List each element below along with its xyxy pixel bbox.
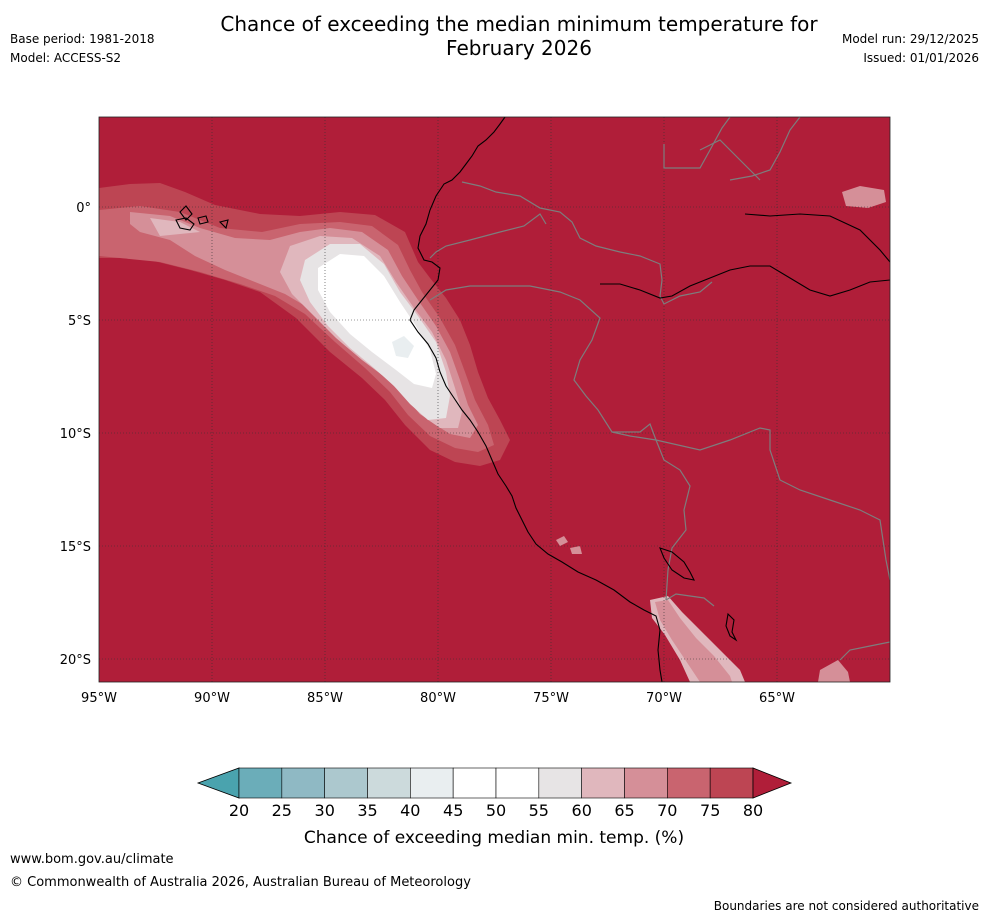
colorbar-tick-label: 70 (657, 801, 677, 820)
colorbar-cell (581, 767, 625, 799)
graticule (99, 117, 890, 682)
colorbar-tick-label: 55 (529, 801, 549, 820)
band-70-ne (842, 186, 886, 208)
colorbar-tick-label: 80 (743, 801, 763, 820)
colorbar-extend-low (196, 767, 240, 799)
y-tick-label: 20°S (60, 653, 91, 668)
x-tick-label: 65°W (759, 691, 795, 706)
band-40 (392, 336, 414, 358)
y-tick-label: 0° (76, 201, 91, 216)
colorbar-tick-label: 75 (700, 801, 720, 820)
colorbar-tick-label: 65 (614, 801, 634, 820)
coastlines (175, 117, 890, 682)
colorbar-tick-label: 20 (229, 801, 249, 820)
y-tick-label: 15°S (60, 540, 91, 555)
colorbar-cell (667, 767, 711, 799)
colorbar-cell (709, 767, 754, 799)
colorbar-cell (238, 767, 283, 799)
x-tick-label: 95°W (81, 691, 117, 706)
band-65 (130, 212, 478, 438)
band-70-small (556, 536, 582, 554)
x-tick-label: 85°W (307, 691, 343, 706)
y-tick-label: 5°S (68, 314, 91, 329)
colorbar-cell (538, 767, 582, 799)
band-70-south (655, 600, 732, 682)
issued-text: Issued: 01/01/2026 (863, 51, 979, 65)
country-borders (429, 117, 890, 661)
model-run-text: Model run: 29/12/2025 (841, 32, 979, 46)
colorbar-tick-label: 60 (572, 801, 592, 820)
footer-url: www.bom.gov.au/climate (10, 852, 174, 867)
colorbar-cells (196, 767, 793, 799)
map-background (99, 117, 890, 682)
footer-boundary-note: Boundaries are not considered authoritat… (713, 899, 979, 913)
title-line-2: February 2026 (446, 36, 592, 60)
colorbar-tick-label: 30 (315, 801, 335, 820)
model-text: Model: ACCESS-S2 (10, 51, 122, 65)
map-area (99, 117, 890, 682)
x-tick-label: 80°W (420, 691, 456, 706)
colorbar-tick-label: 25 (272, 801, 292, 820)
x-tick-label: 70°W (646, 691, 682, 706)
colorbar-cell (281, 767, 325, 799)
colorbar-cell (367, 767, 411, 799)
x-tick-label: 75°W (533, 691, 569, 706)
colorbar-cell (495, 767, 540, 799)
colorbar-title: Chance of exceeding median min. temp. (%… (304, 828, 684, 848)
colorbar-tick-label: 40 (400, 801, 420, 820)
y-axis-labels: 0° 5°S 10°S 15°S 20°S (60, 201, 91, 668)
colorbar-cell (324, 767, 368, 799)
band-70-se (818, 660, 850, 682)
y-tick-label: 10°S (60, 427, 91, 442)
x-tick-label: 90°W (194, 691, 230, 706)
colorbar: 20 25 30 35 40 45 50 55 60 65 70 75 80 C… (196, 767, 793, 848)
colorbar-tick-label: 50 (486, 801, 506, 820)
x-axis-labels: 95°W 90°W 85°W 80°W 75°W 70°W 65°W (81, 691, 795, 706)
colorbar-ticks: 20 25 30 35 40 45 50 55 60 65 70 75 80 (229, 801, 763, 820)
probability-bands (99, 183, 886, 682)
colorbar-cell (624, 767, 668, 799)
chart-title: Chance of exceeding the median minimum t… (150, 12, 888, 60)
base-period-text: Base period: 1981-2018 (10, 32, 155, 46)
map-frame (98, 116, 891, 683)
colorbar-cell (410, 767, 454, 799)
colorbar-extend-high (752, 767, 793, 799)
colorbar-tick-label: 45 (443, 801, 463, 820)
footer-copyright: © Commonwealth of Australia 2026, Austra… (10, 875, 471, 890)
colorbar-cell (452, 767, 497, 799)
colorbar-tick-label: 35 (357, 801, 377, 820)
title-line-1: Chance of exceeding the median minimum t… (220, 12, 818, 36)
